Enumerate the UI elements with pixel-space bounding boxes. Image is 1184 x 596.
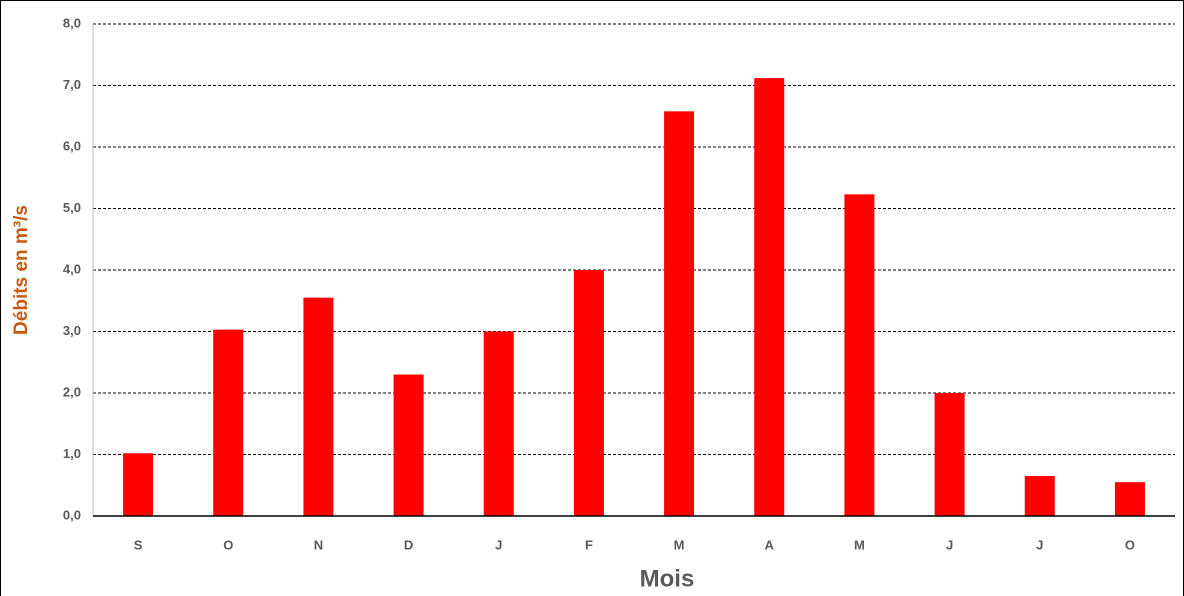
bar (1024, 476, 1055, 516)
bar (754, 78, 785, 517)
y-axis-title: Débits en m³/s (11, 205, 32, 335)
y-tick-label: 7,0 (63, 77, 81, 92)
bar (573, 270, 604, 516)
bar (393, 374, 424, 516)
x-axis-title: Mois (640, 565, 695, 592)
y-tick-label: 4,0 (63, 261, 81, 276)
bar (1114, 482, 1145, 516)
x-tick-label: M (674, 537, 685, 552)
x-tick-label: M (854, 537, 865, 552)
bar (123, 453, 154, 516)
y-tick-label: 5,0 (63, 200, 81, 215)
y-tick-label: 2,0 (63, 384, 81, 399)
x-tick-label: D (404, 537, 413, 552)
bar (934, 393, 965, 516)
x-tick-label: J (1036, 537, 1043, 552)
bar (483, 331, 514, 516)
x-tick-label: O (223, 537, 233, 552)
x-tick-label: O (1125, 537, 1135, 552)
y-tick-label: 8,0 (63, 15, 81, 30)
y-tick-label: 0,0 (63, 507, 81, 522)
x-tick-label: N (314, 537, 323, 552)
x-tick-label: J (495, 537, 502, 552)
y-tick-label: 6,0 (63, 138, 81, 153)
x-tick-label: S (134, 537, 143, 552)
bar (844, 194, 875, 517)
bar (303, 297, 334, 516)
y-tick-label: 3,0 (63, 323, 81, 338)
x-tick-label: A (765, 537, 775, 552)
x-tick-label: J (946, 537, 953, 552)
bar (213, 329, 244, 516)
x-tick-label: F (585, 537, 593, 552)
y-tick-label: 1,0 (63, 446, 81, 461)
bar (664, 111, 695, 516)
